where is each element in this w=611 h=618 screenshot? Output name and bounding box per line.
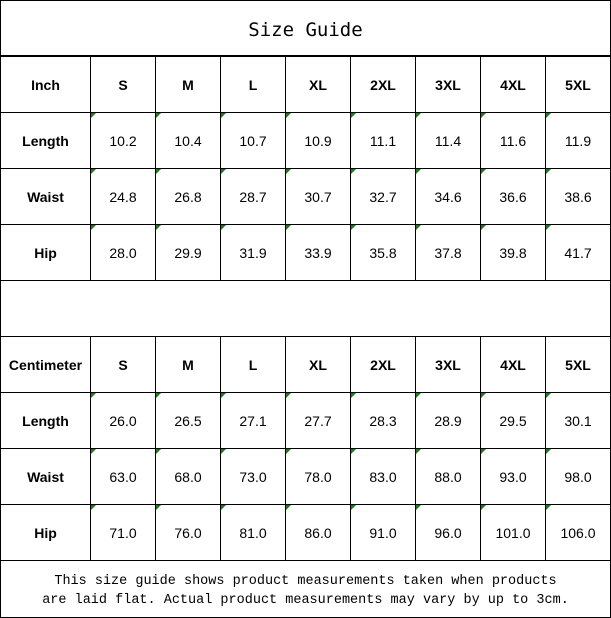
measurement-cell: 10.7 [220,112,286,169]
measurement-cell: 31.9 [220,224,286,281]
measurement-cell: 34.6 [415,168,481,225]
row-label: Waist [0,448,91,505]
measurement-cell: 11.6 [480,112,546,169]
measurement-cell: 30.1 [545,392,611,449]
measurement-cell: 93.0 [480,448,546,505]
size-header: XL [285,336,351,393]
measurement-cell: 106.0 [545,504,611,561]
measurement-cell: 29.9 [155,224,221,281]
size-header: S [90,56,156,113]
measurement-cell: 27.7 [285,392,351,449]
measurement-cell: 81.0 [220,504,286,561]
header-row: Inch S M L XL 2XL 3XL 4XL 5XL [0,56,611,113]
size-header: M [155,56,221,113]
page-title: Size Guide [0,0,611,56]
footer-line-1: This size guide shows product measuremen… [54,574,557,589]
measurement-cell: 28.7 [220,168,286,225]
header-row: Centimeter S M L XL 2XL 3XL 4XL 5XL [0,336,611,393]
table-row: Waist 24.8 26.8 28.7 30.7 32.7 34.6 36.6 38.6 [0,168,611,225]
measurement-cell: 11.4 [415,112,481,169]
table-row: Length 10.2 10.4 10.7 10.9 11.1 11.4 11.6 11.9 [0,112,611,169]
measurement-cell: 86.0 [285,504,351,561]
measurement-cell: 98.0 [545,448,611,505]
measurement-cell: 76.0 [155,504,221,561]
size-header: 4XL [480,56,546,113]
measurement-cell: 68.0 [155,448,221,505]
measurement-cell: 71.0 [90,504,156,561]
measurement-cell: 10.9 [285,112,351,169]
measurement-cell: 29.5 [480,392,546,449]
size-header: 2XL [350,56,416,113]
measurement-cell: 83.0 [350,448,416,505]
size-header: 4XL [480,336,546,393]
size-header: M [155,336,221,393]
measurement-cell: 28.3 [350,392,416,449]
measurement-cell: 96.0 [415,504,481,561]
row-label: Length [0,112,91,169]
size-header: 3XL [415,56,481,113]
measurement-cell: 33.9 [285,224,351,281]
table-row: Waist 63.0 68.0 73.0 78.0 83.0 88.0 93.0 98.0 [0,448,611,505]
size-header: 5XL [545,56,611,113]
measurement-cell: 37.8 [415,224,481,281]
measurement-cell: 73.0 [220,448,286,505]
size-header: 5XL [545,336,611,393]
row-label: Hip [0,504,91,561]
measurement-cell: 32.7 [350,168,416,225]
size-header: S [90,336,156,393]
unit-header: Inch [0,56,91,113]
table-row: Length 26.0 26.5 27.1 27.7 28.3 28.9 29.5 30.1 [0,392,611,449]
size-header: L [220,336,286,393]
measurement-cell: 10.2 [90,112,156,169]
row-label: Length [0,392,91,449]
measurement-cell: 24.8 [90,168,156,225]
size-header: L [220,56,286,113]
measurement-cell: 78.0 [285,448,351,505]
measurement-cell: 28.0 [90,224,156,281]
measurement-cell: 88.0 [415,448,481,505]
size-header: 2XL [350,336,416,393]
row-label: Waist [0,168,91,225]
row-label: Hip [0,224,91,281]
measurement-cell: 91.0 [350,504,416,561]
measurement-cell: 41.7 [545,224,611,281]
measurement-cell: 30.7 [285,168,351,225]
measurement-cell: 35.8 [350,224,416,281]
table-row: Hip 71.0 76.0 81.0 86.0 91.0 96.0 101.0 106.0 [0,504,611,561]
measurement-cell: 11.9 [545,112,611,169]
measurement-cell: 28.9 [415,392,481,449]
measurement-cell: 101.0 [480,504,546,561]
table-row: Hip 28.0 29.9 31.9 33.9 35.8 37.8 39.8 41.7 [0,224,611,281]
size-header: XL [285,56,351,113]
measurement-cell: 63.0 [90,448,156,505]
measurement-cell: 27.1 [220,392,286,449]
measurement-cell: 36.6 [480,168,546,225]
measurement-cell: 11.1 [350,112,416,169]
size-header: 3XL [415,336,481,393]
measurement-cell: 26.8 [155,168,221,225]
unit-header: Centimeter [0,336,91,393]
footer-note: This size guide shows product measuremen… [0,561,611,617]
measurement-cell: 38.6 [545,168,611,225]
measurement-cell: 39.8 [480,224,546,281]
measurement-cell: 26.5 [155,392,221,449]
measurement-cell: 26.0 [90,392,156,449]
centimeter-table: Centimeter S M L XL 2XL 3XL 4XL 5XL Length 26.0 26.… [0,336,611,561]
inch-table: Inch S M L XL 2XL 3XL 4XL 5XL Length 10.2 10.4 10.7 1… [0,56,611,281]
measurement-cell: 10.4 [155,112,221,169]
footer-line-2: are laid flat. Actual product measuremen… [42,593,569,608]
